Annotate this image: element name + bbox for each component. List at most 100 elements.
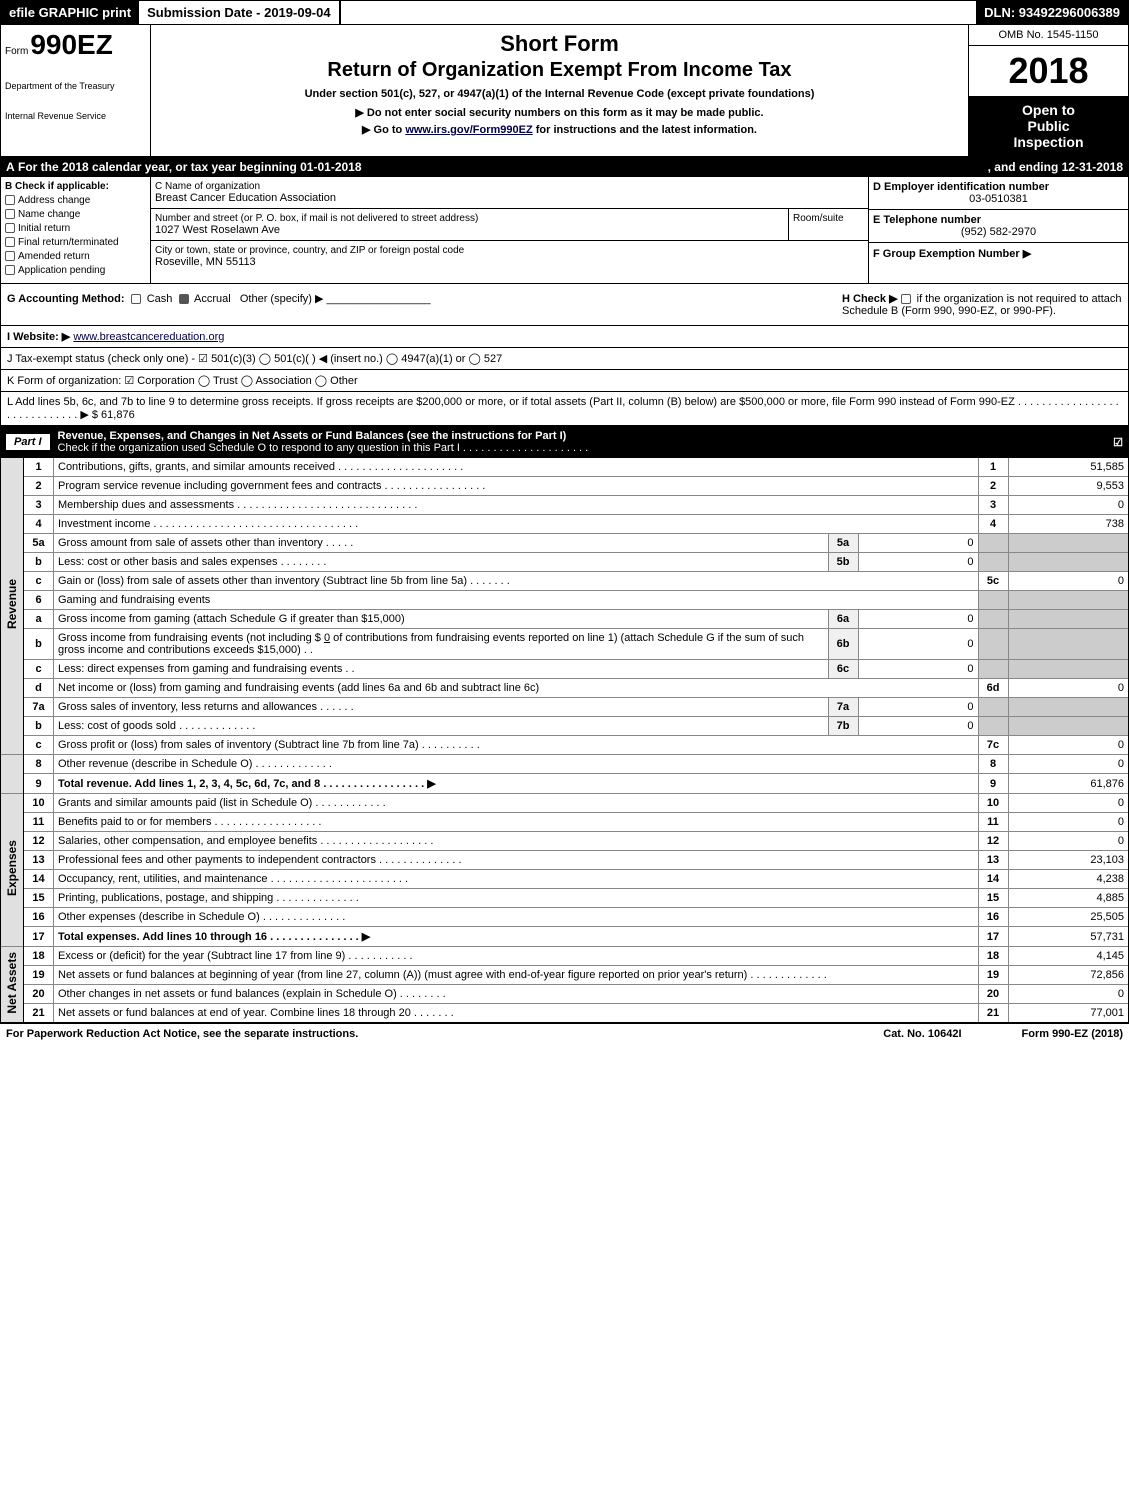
line-7b-num: b bbox=[24, 717, 54, 736]
title-return: Return of Organization Exempt From Incom… bbox=[159, 59, 960, 82]
chk-amended-return[interactable]: Amended return bbox=[5, 251, 146, 262]
inspection-box: Open to Public Inspection bbox=[969, 96, 1128, 156]
line-6d-num: d bbox=[24, 679, 54, 698]
omb-number: OMB No. 1545-1150 bbox=[969, 25, 1128, 46]
line-15-num: 15 bbox=[24, 889, 54, 908]
chk-cash[interactable] bbox=[131, 294, 141, 304]
subtitle-section: Under section 501(c), 527, or 4947(a)(1)… bbox=[159, 88, 960, 100]
line-17-desc: Total expenses. Add lines 10 through 16 … bbox=[54, 927, 979, 947]
line-21-desc: Net assets or fund balances at end of ye… bbox=[54, 1004, 979, 1023]
line-5c-box: 5c bbox=[978, 572, 1008, 591]
line-21-val: 77,001 bbox=[1008, 1004, 1128, 1023]
shaded-cell bbox=[1008, 534, 1128, 553]
line-5a-num: 5a bbox=[24, 534, 54, 553]
insp-public: Public bbox=[973, 118, 1124, 134]
line-14-num: 14 bbox=[24, 870, 54, 889]
line-7a-desc: Gross sales of inventory, less returns a… bbox=[54, 698, 829, 717]
line-6b-desc: Gross income from fundraising events (no… bbox=[54, 629, 829, 660]
line-7c-box: 7c bbox=[978, 736, 1008, 755]
chk-schedule-b[interactable] bbox=[901, 294, 911, 304]
line-13-box: 13 bbox=[978, 851, 1008, 870]
row-i-website: I Website: ▶ www.breastcancereduation.or… bbox=[0, 326, 1129, 348]
row-a-text: For the 2018 calendar year, or tax year … bbox=[18, 160, 362, 174]
line-6d-desc: Net income or (loss) from gaming and fun… bbox=[54, 679, 979, 698]
line-16-num: 16 bbox=[24, 908, 54, 927]
insp-open: Open to bbox=[973, 102, 1124, 118]
tel-value: (952) 582-2970 bbox=[873, 226, 1124, 238]
tax-year: 2018 bbox=[969, 46, 1128, 96]
row-a-tax-year: A For the 2018 calendar year, or tax yea… bbox=[0, 157, 1129, 177]
line-6a-desc: Gross income from gaming (attach Schedul… bbox=[54, 610, 829, 629]
ein-block: D Employer identification number 03-0510… bbox=[869, 177, 1128, 210]
part1-label: Part I bbox=[6, 434, 50, 450]
row-a-ending: , and ending 12-31-2018 bbox=[988, 160, 1123, 174]
line-5a-desc: Gross amount from sale of assets other t… bbox=[54, 534, 829, 553]
line-7b-ibox: 7b bbox=[828, 717, 858, 736]
efile-label: efile GRAPHIC print bbox=[1, 1, 139, 24]
shaded-cell bbox=[1008, 717, 1128, 736]
line-6b-num: b bbox=[24, 629, 54, 660]
line-7b-desc: Less: cost of goods sold . . . . . . . .… bbox=[54, 717, 829, 736]
line-10-box: 10 bbox=[978, 794, 1008, 813]
col-c-org-info: C Name of organization Breast Cancer Edu… bbox=[151, 177, 868, 283]
line-5c-num: c bbox=[24, 572, 54, 591]
line-4-num: 4 bbox=[24, 515, 54, 534]
line-7c-val: 0 bbox=[1008, 736, 1128, 755]
line-11-val: 0 bbox=[1008, 813, 1128, 832]
line-16-desc: Other expenses (describe in Schedule O) … bbox=[54, 908, 979, 927]
line-5b-ibox: 5b bbox=[828, 553, 858, 572]
shaded-cell bbox=[1008, 629, 1128, 660]
footer-paperwork: For Paperwork Reduction Act Notice, see … bbox=[6, 1028, 883, 1040]
line-12-box: 12 bbox=[978, 832, 1008, 851]
line-19-box: 19 bbox=[978, 966, 1008, 985]
shaded-cell bbox=[978, 553, 1008, 572]
line-6c-desc: Less: direct expenses from gaming and fu… bbox=[54, 660, 829, 679]
line-5b-ival: 0 bbox=[858, 553, 978, 572]
line-8-desc: Other revenue (describe in Schedule O) .… bbox=[54, 755, 979, 774]
ein-label: D Employer identification number bbox=[873, 181, 1124, 193]
website-link[interactable]: www.breastcancereduation.org bbox=[73, 331, 224, 343]
line-15-box: 15 bbox=[978, 889, 1008, 908]
shaded-cell bbox=[978, 610, 1008, 629]
line-8-val: 0 bbox=[1008, 755, 1128, 774]
line-19-val: 72,856 bbox=[1008, 966, 1128, 985]
row-j-tax-exempt: J Tax-exempt status (check only one) - ☑… bbox=[0, 348, 1129, 370]
chk-address-change[interactable]: Address change bbox=[5, 195, 146, 206]
line-6-desc: Gaming and fundraising events bbox=[54, 591, 979, 610]
chk-final-return[interactable]: Final return/terminated bbox=[5, 237, 146, 248]
line-20-num: 20 bbox=[24, 985, 54, 1004]
room-suite-label: Room/suite bbox=[788, 209, 868, 240]
line-8-box: 8 bbox=[978, 755, 1008, 774]
line-6-num: 6 bbox=[24, 591, 54, 610]
chk-accrual[interactable] bbox=[179, 294, 189, 304]
org-city: Roseville, MN 55113 bbox=[155, 256, 864, 268]
line-21-num: 21 bbox=[24, 1004, 54, 1023]
line-5b-num: b bbox=[24, 553, 54, 572]
info-grid: B Check if applicable: Address change Na… bbox=[0, 177, 1129, 284]
chk-application-pending[interactable]: Application pending bbox=[5, 265, 146, 276]
line-18-val: 4,145 bbox=[1008, 947, 1128, 966]
g-label: G Accounting Method: bbox=[7, 293, 125, 305]
line-10-desc: Grants and similar amounts paid (list in… bbox=[54, 794, 979, 813]
line-19-num: 19 bbox=[24, 966, 54, 985]
chk-name-change[interactable]: Name change bbox=[5, 209, 146, 220]
line-14-desc: Occupancy, rent, utilities, and maintena… bbox=[54, 870, 979, 889]
line-5c-val: 0 bbox=[1008, 572, 1128, 591]
addr-label: Number and street (or P. O. box, if mail… bbox=[155, 213, 784, 224]
chk-initial-return[interactable]: Initial return bbox=[5, 223, 146, 234]
irs-link[interactable]: www.irs.gov/Form990EZ bbox=[405, 124, 532, 136]
line-18-box: 18 bbox=[978, 947, 1008, 966]
line-20-desc: Other changes in net assets or fund bala… bbox=[54, 985, 979, 1004]
side-revenue-cont bbox=[1, 755, 24, 794]
line-15-val: 4,885 bbox=[1008, 889, 1128, 908]
line-10-num: 10 bbox=[24, 794, 54, 813]
part1-header: Part I Revenue, Expenses, and Changes in… bbox=[0, 426, 1129, 458]
part1-check-icon[interactable]: ☑ bbox=[1113, 436, 1123, 449]
line-17-num: 17 bbox=[24, 927, 54, 947]
line-6b-ibox: 6b bbox=[828, 629, 858, 660]
line-11-desc: Benefits paid to or for members . . . . … bbox=[54, 813, 979, 832]
i-label: I Website: ▶ bbox=[7, 331, 70, 343]
org-name-label: C Name of organization bbox=[155, 181, 864, 192]
form-990ez: 990EZ bbox=[30, 29, 113, 61]
tel-label: E Telephone number bbox=[873, 214, 1124, 226]
